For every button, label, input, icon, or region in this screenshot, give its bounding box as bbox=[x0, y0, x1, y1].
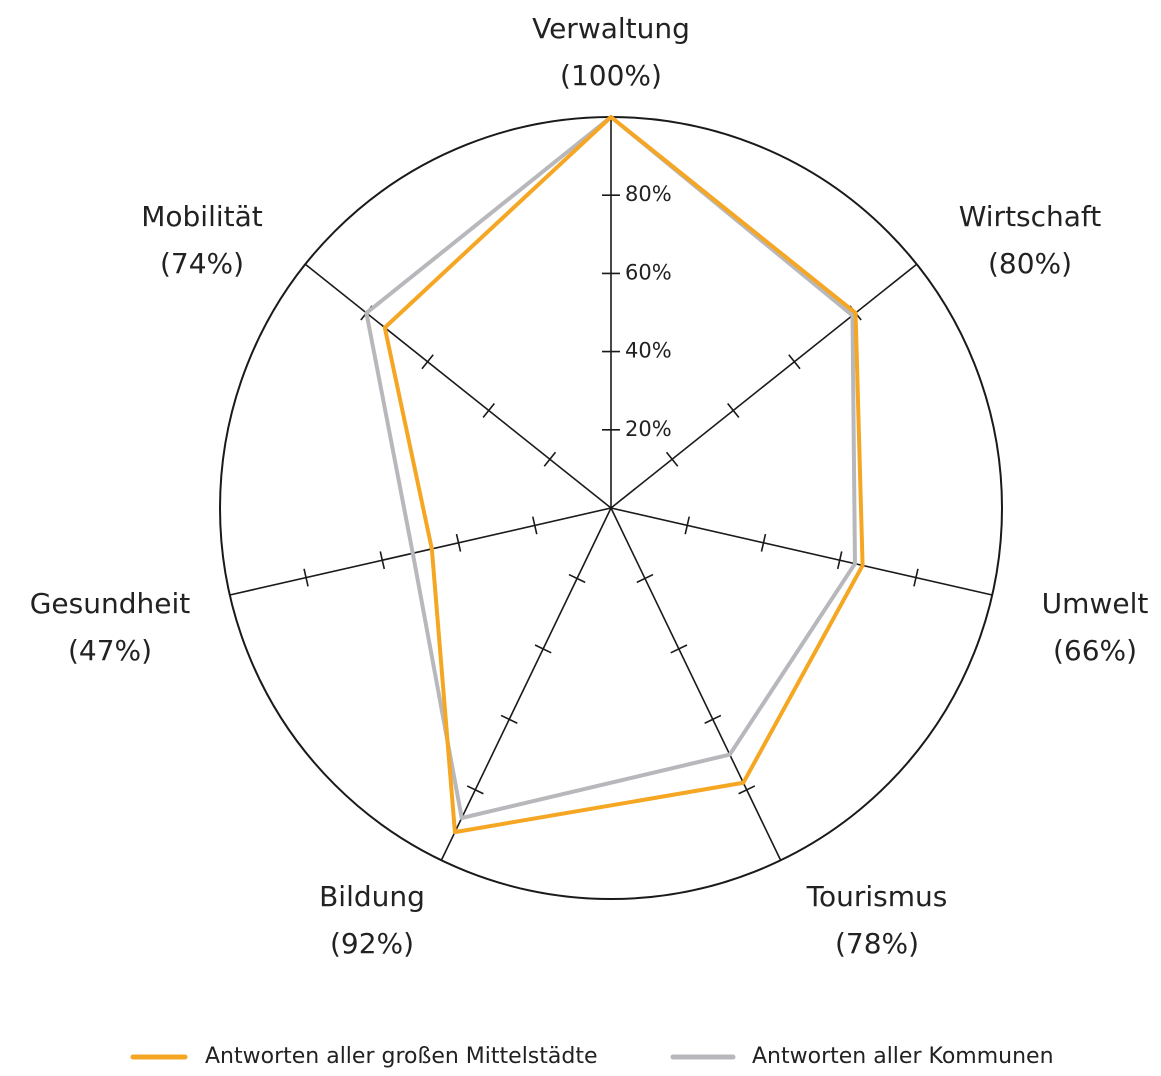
tick-mark bbox=[568, 573, 586, 584]
tick-mark bbox=[738, 785, 756, 795]
tick-mark bbox=[665, 451, 679, 467]
tick-mark bbox=[836, 551, 843, 570]
tick-mark bbox=[760, 533, 767, 552]
tick-mark bbox=[543, 451, 557, 467]
r-tick-label: 60% bbox=[625, 260, 672, 284]
category-label: Tourismus bbox=[806, 880, 948, 913]
category-label: Mobilität bbox=[141, 200, 263, 233]
tick-mark bbox=[788, 354, 801, 370]
axis-line bbox=[610, 507, 993, 596]
tick-mark bbox=[421, 354, 434, 370]
r-tick-label: 80% bbox=[625, 182, 672, 206]
r-tick-label: 20% bbox=[625, 417, 672, 441]
value-label: (66%) bbox=[1053, 634, 1137, 667]
tick-mark bbox=[534, 644, 552, 654]
axis-line bbox=[440, 507, 612, 861]
legend-label: Antworten aller Kommunen bbox=[752, 1044, 1054, 1069]
category-label: Umwelt bbox=[1042, 587, 1149, 620]
tick-mark bbox=[636, 573, 654, 584]
r-tick-label: 40% bbox=[625, 339, 672, 363]
category-label: Bildung bbox=[319, 880, 425, 913]
category-label: Wirtschaft bbox=[959, 200, 1102, 233]
value-label: (47%) bbox=[68, 634, 152, 667]
tick-mark bbox=[455, 533, 462, 552]
value-label: (74%) bbox=[160, 247, 244, 280]
value-label: (92%) bbox=[330, 927, 414, 960]
tick-mark bbox=[379, 551, 386, 570]
tick-mark bbox=[684, 516, 691, 535]
tick-mark bbox=[913, 568, 919, 587]
category-label: Verwaltung bbox=[532, 12, 690, 45]
series-line bbox=[364, 115, 857, 821]
axis-line bbox=[304, 263, 612, 509]
tick-mark bbox=[531, 516, 538, 535]
category-label: Gesundheit bbox=[30, 587, 191, 620]
series-line bbox=[382, 115, 865, 835]
tick-mark bbox=[727, 402, 740, 419]
value-label: (80%) bbox=[988, 247, 1072, 280]
tick-mark bbox=[466, 785, 484, 795]
value-label: (100%) bbox=[560, 59, 662, 92]
axis-line bbox=[610, 507, 782, 861]
value-label: (78%) bbox=[835, 927, 919, 960]
legend-label: Antworten aller großen Mittelstädte bbox=[205, 1044, 598, 1069]
tick-mark bbox=[704, 714, 722, 724]
tick-mark bbox=[482, 402, 495, 419]
tick-mark bbox=[303, 568, 309, 587]
axis-line bbox=[229, 507, 612, 596]
axis-line bbox=[610, 263, 918, 509]
tick-mark bbox=[670, 644, 688, 654]
tick-mark bbox=[500, 714, 518, 724]
